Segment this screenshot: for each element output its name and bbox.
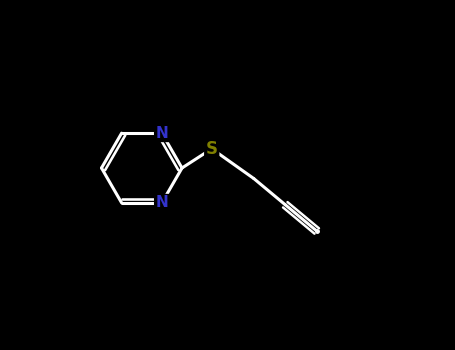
Text: S: S <box>206 140 218 158</box>
Text: N: N <box>156 195 168 210</box>
Text: N: N <box>156 126 168 141</box>
